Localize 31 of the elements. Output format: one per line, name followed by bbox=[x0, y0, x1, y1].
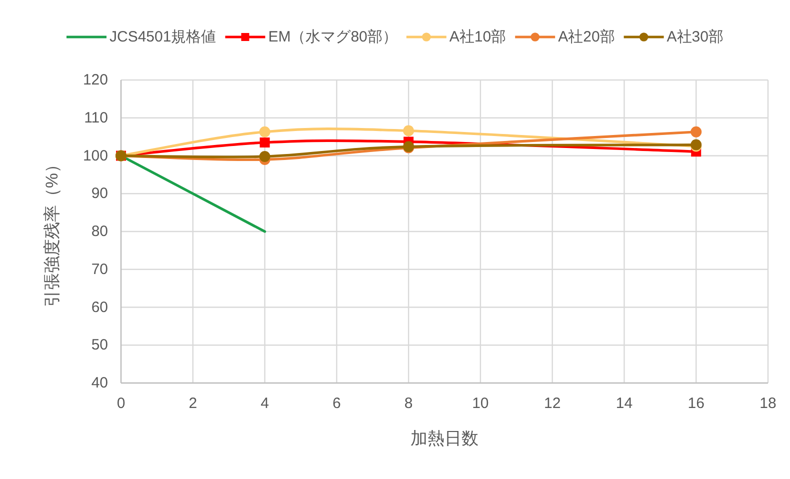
y-axis-title: 引張強度残率（%） bbox=[42, 156, 62, 308]
x-axis-title: 加熱日数 bbox=[410, 429, 478, 448]
point bbox=[259, 126, 270, 138]
x-tick-label: 8 bbox=[404, 395, 413, 412]
x-tick-label: 14 bbox=[616, 395, 633, 412]
point bbox=[259, 151, 270, 162]
legend-label: A社10部 bbox=[449, 28, 506, 46]
y-tick-label: 80 bbox=[91, 223, 108, 240]
x-tick-label: 2 bbox=[188, 395, 198, 412]
y-tick-label: 100 bbox=[82, 147, 108, 164]
y-tick-label: 60 bbox=[91, 298, 108, 316]
x-tick-label: 16 bbox=[688, 395, 704, 412]
point bbox=[403, 125, 414, 136]
point bbox=[260, 137, 270, 148]
legend-label: JCS4501規格値 bbox=[109, 28, 216, 46]
x-tick-label: 6 bbox=[332, 395, 341, 412]
x-tick-label: 18 bbox=[760, 395, 776, 412]
y-tick-label: 120 bbox=[82, 72, 108, 88]
y-tick-label: 70 bbox=[91, 260, 108, 278]
y-tick-label: 90 bbox=[91, 185, 108, 202]
legend-label: A社20部 bbox=[558, 28, 615, 46]
x-tick-label: 10 bbox=[472, 395, 489, 412]
x-tick-label: 12 bbox=[544, 395, 561, 412]
legend-label: EM（水マグ80部） bbox=[268, 28, 398, 46]
x-tick-label: 4 bbox=[260, 395, 269, 412]
legend-label: A社30部 bbox=[666, 28, 724, 46]
point bbox=[690, 126, 702, 138]
y-tick-label: 110 bbox=[84, 109, 108, 126]
y-tick-label: 50 bbox=[91, 336, 108, 354]
y-tick-label: 40 bbox=[91, 374, 108, 392]
x-tick-label: 0 bbox=[116, 395, 126, 412]
